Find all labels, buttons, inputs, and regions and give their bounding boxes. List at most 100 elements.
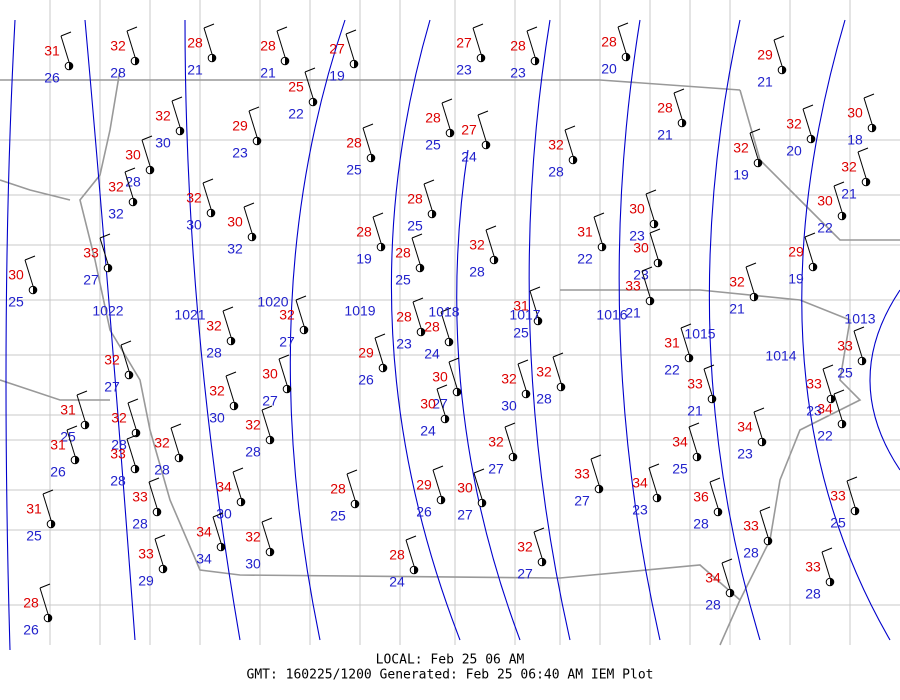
- wind-barb: [60, 35, 70, 63]
- sky-cover: [445, 415, 449, 423]
- dewpoint: 25: [513, 325, 529, 341]
- wind-barb: [436, 388, 446, 416]
- sky-cover: [494, 256, 498, 264]
- isobar-label: 1014: [765, 348, 796, 364]
- dewpoint: 30: [501, 398, 517, 414]
- sky-cover: [535, 57, 539, 65]
- station: 31 25: [26, 489, 56, 544]
- temperature: 30: [8, 267, 24, 283]
- dewpoint: 22: [664, 362, 680, 378]
- station: 27 24: [461, 110, 491, 165]
- sky-cover: [526, 390, 530, 398]
- station: 32 30: [186, 178, 216, 233]
- dewpoint: 21: [687, 403, 703, 419]
- temperature: 34: [672, 434, 688, 450]
- sky-cover: [457, 388, 461, 396]
- sky-cover: [657, 494, 661, 502]
- wind-barb: [412, 297, 424, 303]
- wind-barb: [24, 255, 36, 261]
- wind-barb: [477, 110, 489, 116]
- sky-cover: [697, 453, 701, 461]
- wind-barb: [261, 405, 273, 411]
- dewpoint: 28: [132, 516, 148, 532]
- temperature: 31: [50, 437, 66, 453]
- temperature: 27: [461, 122, 477, 138]
- sky-cover: [313, 98, 317, 106]
- sky-cover: [150, 166, 154, 174]
- sky-cover: [69, 62, 73, 70]
- wind-barb: [411, 237, 421, 265]
- dewpoint: 20: [601, 61, 617, 77]
- wind-barb: [222, 306, 234, 312]
- temperature: 31: [44, 43, 60, 59]
- sky-cover: [573, 156, 577, 164]
- sky-cover: [157, 508, 161, 516]
- wind-barb: [753, 407, 765, 413]
- wind-barb: [42, 493, 52, 521]
- station: 28 24: [389, 535, 419, 590]
- station: 32 28: [536, 352, 566, 407]
- sky-cover: [287, 385, 291, 393]
- temperature: 34: [216, 479, 232, 495]
- dewpoint: 26: [44, 70, 60, 86]
- wind-barb: [411, 233, 423, 239]
- sky-cover: [758, 159, 762, 167]
- wind-barb: [853, 330, 863, 358]
- dewpoint: 22: [817, 428, 833, 444]
- sky-cover: [481, 54, 485, 62]
- wind-barb: [212, 512, 224, 518]
- wind-barb: [441, 98, 453, 104]
- wind-barb: [440, 311, 450, 339]
- wind-barb: [504, 422, 516, 428]
- wind-barb: [846, 476, 858, 482]
- station: 33 25: [837, 326, 867, 381]
- sky-cover: [599, 485, 603, 493]
- isobars: [5, 19, 900, 651]
- wind-barb: [243, 206, 253, 234]
- station: 30 18: [847, 93, 877, 148]
- wind-barb: [773, 35, 785, 41]
- sky-cover: [654, 220, 658, 228]
- wind-barb: [649, 228, 661, 234]
- wind-barb: [39, 583, 51, 589]
- sky-cover: [561, 383, 565, 391]
- dewpoint: 22: [817, 220, 833, 236]
- wind-barb: [170, 423, 182, 429]
- dewpoint: 23: [737, 446, 753, 462]
- dewpoint: 21: [260, 65, 276, 81]
- temperature: 33: [830, 488, 846, 504]
- station: 34 28: [705, 558, 735, 613]
- wind-barb: [533, 527, 545, 533]
- wind-barb: [822, 364, 834, 370]
- wind-barb: [295, 295, 307, 301]
- wind-barb: [641, 266, 653, 272]
- wind-barb: [225, 371, 237, 377]
- wind-barb: [590, 458, 600, 486]
- wind-barb: [225, 375, 235, 403]
- temperature: 31: [664, 335, 680, 351]
- wind-barb: [822, 368, 832, 396]
- wind-barb: [759, 510, 769, 538]
- sky-cover: [866, 178, 870, 186]
- station: 33 27: [574, 454, 604, 509]
- sky-cover: [421, 328, 425, 336]
- station: 25 22: [288, 67, 318, 122]
- sky-cover: [135, 57, 139, 65]
- sky-cover: [811, 135, 815, 143]
- temperature: 31: [26, 501, 42, 517]
- station: 30 24: [420, 384, 450, 439]
- temperature: 32: [209, 383, 225, 399]
- sky-cover: [782, 66, 786, 74]
- dewpoint: 28: [110, 473, 126, 489]
- dewpoint: 28: [469, 264, 485, 280]
- dewpoint: 28: [693, 516, 709, 532]
- temperature: 31: [577, 224, 593, 240]
- wind-barb: [374, 333, 386, 339]
- wind-barb: [171, 100, 181, 128]
- sky-cover: [831, 395, 835, 403]
- temperature: 33: [110, 446, 126, 462]
- wind-barb: [473, 472, 483, 500]
- station: 32 28: [110, 26, 140, 81]
